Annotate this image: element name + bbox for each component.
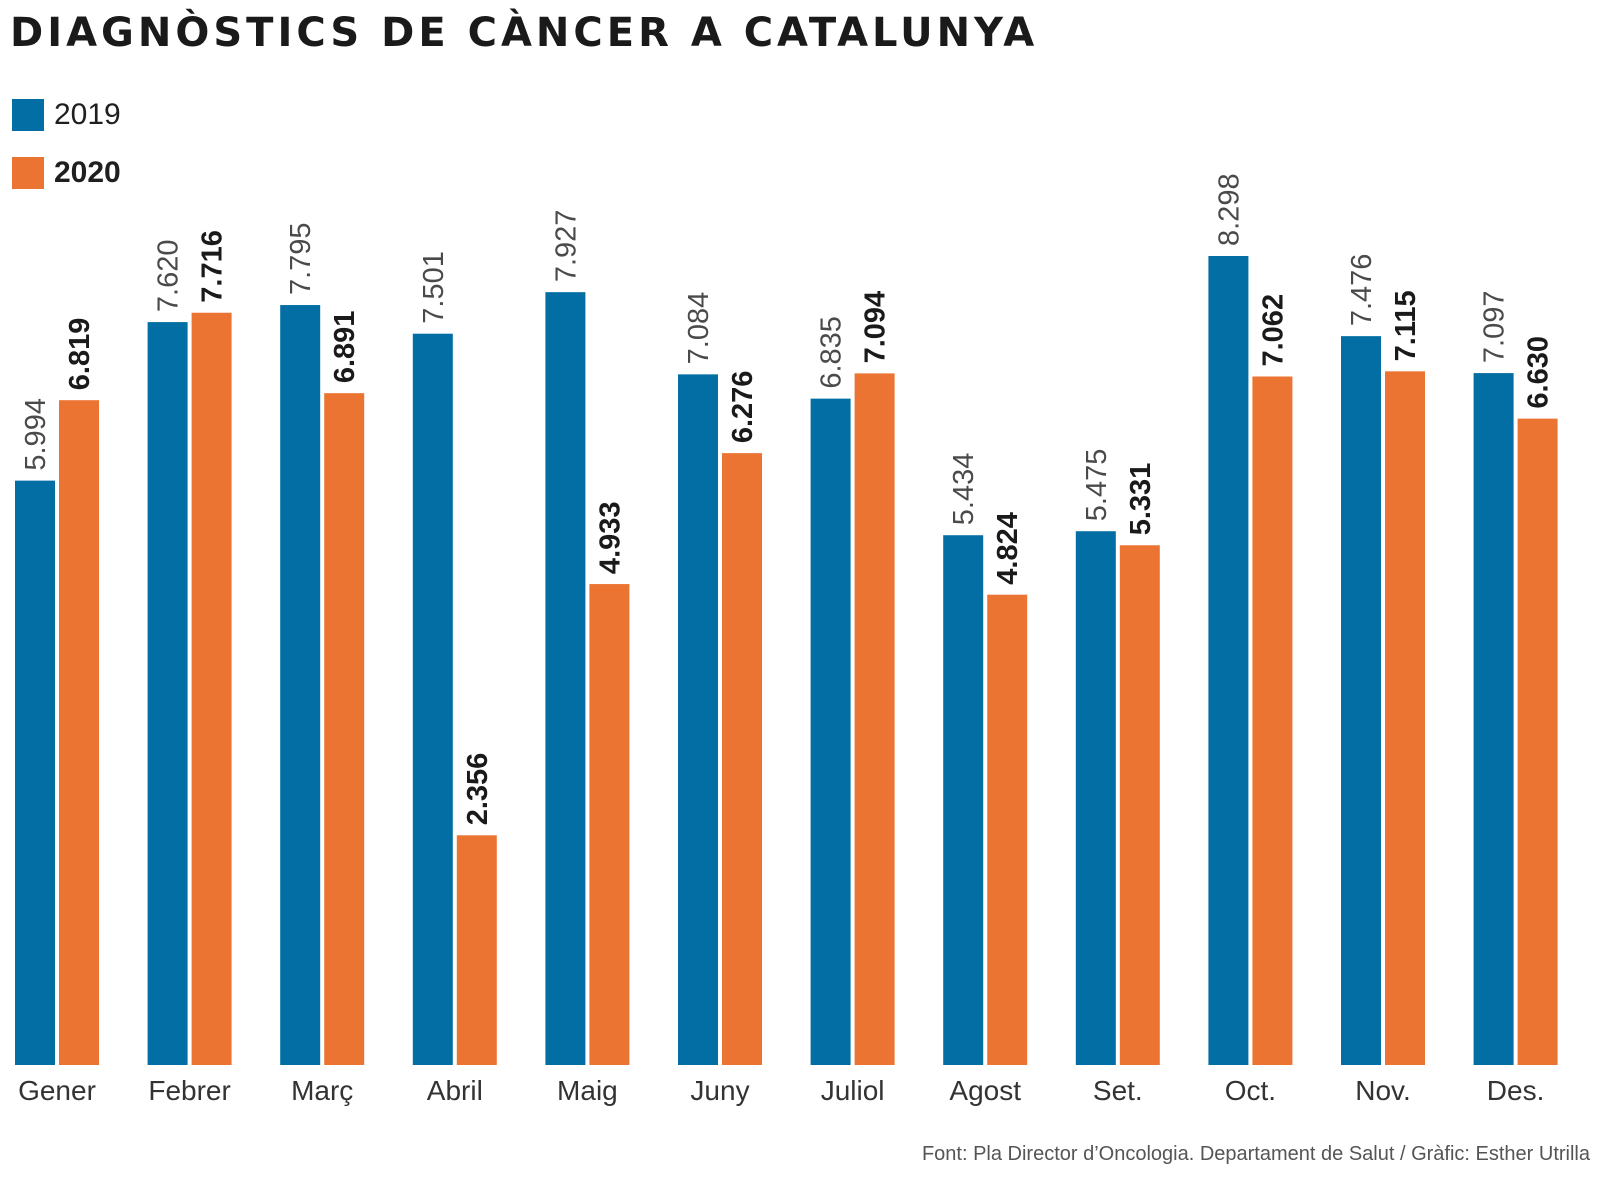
data-label-2019-2: 7.795 (285, 222, 317, 295)
data-label-2019-1: 7.620 (153, 240, 185, 313)
bar-2019-10 (1341, 336, 1381, 1066)
bar-2019-3 (412, 333, 453, 1065)
bar-2019-4 (545, 292, 586, 1065)
data-label-2019-9: 8.298 (1213, 173, 1245, 246)
bar-2020-4 (589, 584, 630, 1065)
chart-title: DIAGNÒSTICS DE CÀNCER A CATALUNYA (10, 10, 1039, 56)
data-label-2020-4: 4.933 (594, 501, 626, 574)
bar-2019-5 (678, 374, 718, 1066)
data-label-2019-11: 7.097 (1479, 291, 1511, 364)
bar-2020-11 (1517, 418, 1558, 1065)
bar-2019-1 (147, 322, 188, 1066)
data-label-2019-5: 7.084 (683, 292, 715, 365)
bar-2020-5 (722, 453, 762, 1065)
data-label-2019-3: 7.501 (418, 251, 450, 324)
bar-2019-9 (1208, 256, 1249, 1065)
data-label-2020-3: 2.356 (462, 753, 494, 826)
x-tick-label-4: Maig (557, 1075, 618, 1106)
data-label-2019-4: 7.927 (550, 210, 582, 283)
x-tick-label-9: Oct. (1225, 1075, 1276, 1106)
data-label-2019-10: 7.476 (1346, 254, 1378, 327)
bar-2020-0 (59, 400, 99, 1065)
bar-2019-7 (943, 535, 984, 1065)
bar-2020-10 (1385, 371, 1425, 1065)
bar-2019-8 (1075, 531, 1116, 1065)
bar-2019-2 (280, 305, 321, 1065)
x-tick-label-2: Març (291, 1075, 353, 1106)
x-tick-label-11: Des. (1487, 1075, 1545, 1106)
data-label-2020-11: 6.630 (1523, 336, 1555, 409)
bar-2019-0 (15, 480, 55, 1065)
legend-item-2020: 2020 (12, 144, 121, 202)
bar-2020-7 (987, 594, 1028, 1065)
bar-2020-9 (1252, 376, 1293, 1065)
data-label-2019-6: 6.835 (816, 316, 848, 389)
data-label-2020-2: 6.891 (329, 311, 361, 384)
legend-item-2019: 2019 (12, 86, 121, 144)
bar-2019-11 (1473, 373, 1514, 1065)
x-tick-label-3: Abril (427, 1075, 483, 1106)
data-label-2020-6: 7.094 (860, 291, 892, 364)
data-label-2020-9: 7.062 (1257, 294, 1289, 367)
legend-swatch-2020 (12, 157, 44, 189)
bar-2020-3 (456, 835, 497, 1065)
legend-label-2020: 2020 (54, 156, 121, 189)
data-label-2020-0: 6.819 (64, 318, 96, 391)
bar-2020-2 (324, 393, 365, 1065)
bar-2019-6 (810, 398, 851, 1065)
legend-label-2019: 2019 (54, 98, 121, 131)
source-credit: Font: Pla Director d’Oncologia. Departam… (921, 1143, 1590, 1165)
legend-swatch-2019 (12, 99, 44, 131)
bar-2020-6 (854, 373, 895, 1065)
data-label-2019-0: 5.994 (20, 398, 52, 471)
x-tick-label-6: Juliol (821, 1075, 885, 1106)
x-tick-label-5: Juny (690, 1075, 749, 1106)
x-tick-label-0: Gener (18, 1075, 96, 1106)
x-tick-label-10: Nov. (1355, 1075, 1411, 1106)
data-label-2019-7: 5.434 (948, 453, 980, 526)
data-label-2020-7: 4.824 (992, 512, 1024, 585)
x-tick-label-8: Set. (1093, 1075, 1143, 1106)
data-label-2020-10: 7.115 (1390, 290, 1422, 361)
x-tick-label-1: Febrer (148, 1075, 230, 1106)
data-label-2019-8: 5.475 (1081, 449, 1113, 522)
bar-2020-8 (1119, 545, 1160, 1065)
legend: 2019 2020 (12, 86, 121, 202)
data-label-2020-5: 6.276 (727, 371, 759, 444)
x-tick-label-7: Agost (949, 1075, 1021, 1106)
data-label-2020-8: 5.331 (1125, 463, 1157, 536)
data-label-2020-1: 7.716 (197, 230, 229, 303)
bar-2020-1 (191, 312, 232, 1065)
